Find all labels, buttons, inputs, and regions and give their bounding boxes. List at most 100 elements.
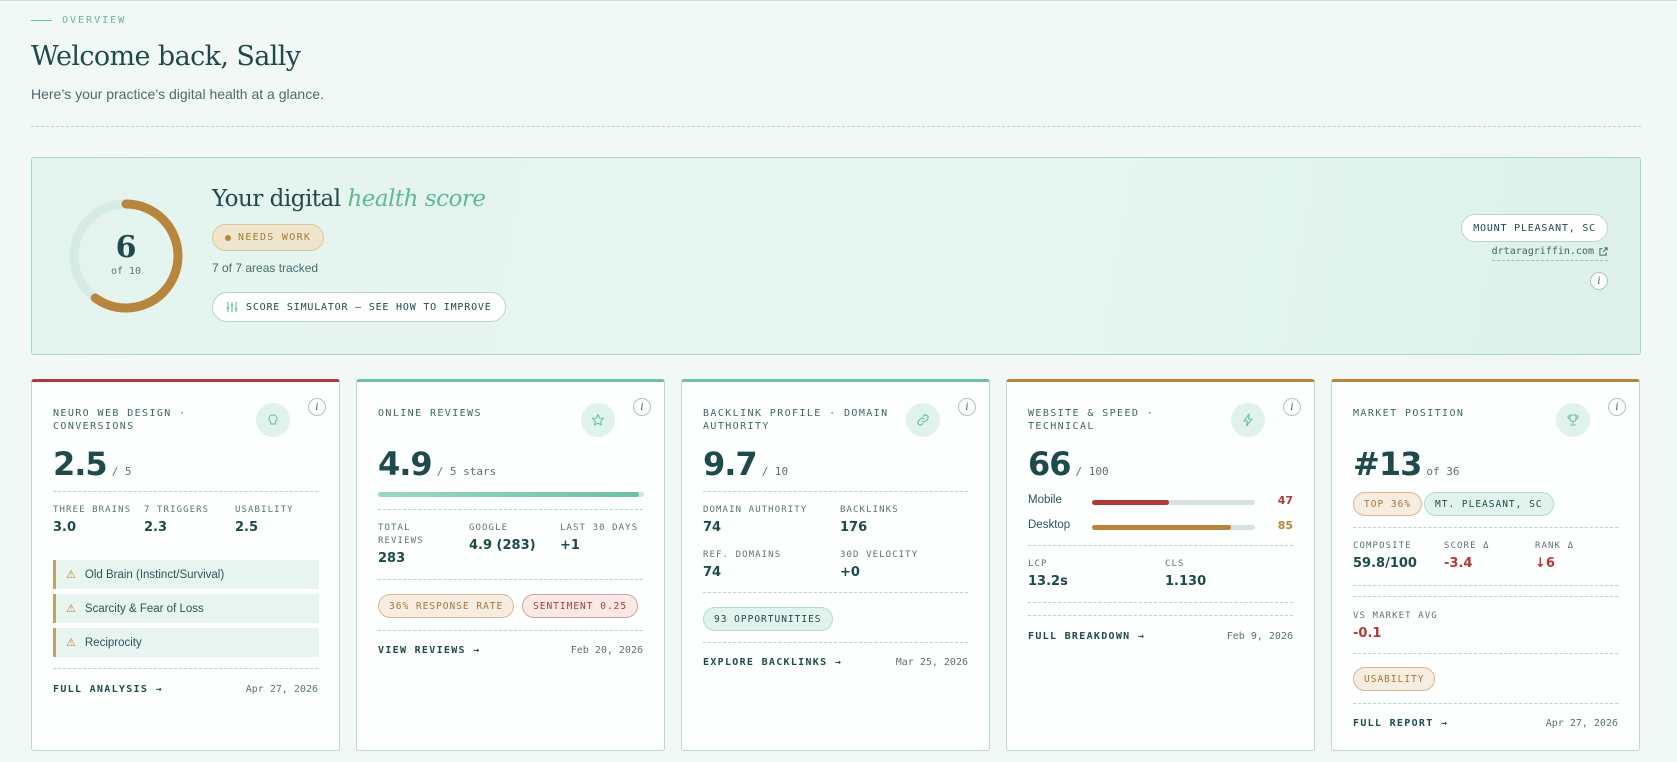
card-divider: [1028, 545, 1293, 546]
desktop-score-value: 85: [1277, 519, 1293, 532]
stat-lcp: LCP 13.2s: [1028, 558, 1068, 589]
mobile-label: Mobile: [1028, 494, 1062, 506]
card-info-icon[interactable]: i: [1608, 398, 1626, 416]
stat-value: +1: [560, 538, 580, 553]
card-divider: [703, 642, 968, 643]
page-subtitle: Here’s your practice’s digital health at…: [31, 86, 324, 102]
desktop-label: Desktop: [1028, 519, 1071, 531]
stat-value: 2.3: [144, 520, 168, 535]
usability-tag: USABILITY: [1353, 667, 1436, 691]
stat-google: GOOGLE 4.9 (283): [469, 522, 536, 553]
card-divider: [703, 491, 968, 492]
card-info-icon[interactable]: i: [308, 398, 326, 416]
view-reviews-link[interactable]: VIEW REVIEWS →: [378, 645, 481, 656]
card-score-value: 9.7: [703, 445, 758, 483]
mobile-score-value: 47: [1277, 494, 1293, 507]
stat-seven-triggers: 7 TRIGGERS 2.3: [144, 504, 209, 535]
card-score: #13 of 36: [1353, 445, 1459, 483]
stat-domain-authority: DOMAIN AUTHORITY 74: [703, 504, 807, 535]
stat-score-delta: SCORE Δ -3.4: [1444, 540, 1490, 571]
score-max: of 10: [110, 266, 142, 277]
stat-cls: CLS 1.130: [1165, 558, 1206, 589]
backlink-profile-card: BACKLINK PROFILE · DOMAIN AUTHORITY i 9.…: [681, 379, 990, 751]
stat-value: 4.9 (283): [469, 538, 536, 553]
status-badge: NEEDS WORK: [212, 224, 325, 251]
card-score: 4.9 / 5 stars: [378, 445, 496, 483]
card-divider: [53, 491, 318, 492]
card-date: Feb 9, 2026: [1226, 631, 1293, 642]
stat-label: CLS: [1165, 559, 1185, 569]
full-breakdown-link[interactable]: FULL BREAKDOWN →: [1028, 631, 1146, 642]
hero-info-icon[interactable]: i: [1590, 272, 1608, 290]
link-icon: [906, 403, 940, 437]
warning-icon: ⚠: [66, 637, 76, 649]
card-info-icon[interactable]: i: [958, 398, 976, 416]
explore-backlinks-link[interactable]: EXPLORE BACKLINKS →: [703, 657, 843, 668]
stat-value: 13.2s: [1028, 574, 1068, 589]
card-score-max: of 36: [1426, 465, 1460, 478]
overview-eyebrow: OVERVIEW: [31, 15, 126, 26]
stat-label: 7 TRIGGERS: [144, 505, 210, 515]
health-score-panel: 6 of 10 Your digital health score NEEDS …: [31, 157, 1641, 355]
stat-30d-velocity: 30D VELOCITY +0: [840, 549, 918, 580]
stat-label: THREE BRAINS: [53, 505, 132, 515]
card-date: Mar 25, 2026: [895, 657, 968, 668]
stat-label: GOOGLE: [469, 523, 509, 533]
page-title: Welcome back, Sally: [31, 41, 301, 72]
rating-bar: [378, 492, 644, 497]
trigger-item: ⚠ Old Brain (Instinct/Survival): [53, 560, 319, 589]
stat-label: LCP: [1028, 559, 1048, 569]
card-info-icon[interactable]: i: [1283, 398, 1301, 416]
health-score-title-accent: health score: [347, 186, 486, 212]
stat-value: 2.5: [235, 520, 259, 535]
score-ring-progress: [69, 199, 183, 313]
stat-total-reviews: TOTAL REVIEWS 283: [378, 522, 458, 566]
full-analysis-link[interactable]: FULL ANALYSIS →: [53, 684, 163, 695]
stat-value: 283: [378, 551, 406, 566]
card-title: MARKET POSITION: [1353, 408, 1465, 419]
card-divider: [378, 630, 643, 631]
stat-value: -0.1: [1353, 626, 1382, 641]
sliders-icon: [226, 302, 238, 312]
card-divider: [1353, 703, 1618, 704]
external-link-icon: [1599, 247, 1608, 256]
status-badge-label: NEEDS WORK: [238, 232, 312, 243]
eyebrow-label: OVERVIEW: [62, 15, 127, 26]
card-divider: [1353, 596, 1618, 597]
stat-label: COMPOSITE: [1353, 541, 1412, 551]
trophy-icon: [1556, 403, 1590, 437]
stat-label: LAST 30 DAYS: [560, 523, 639, 533]
card-score: 66 / 100: [1028, 445, 1109, 483]
card-score-value: #13: [1353, 445, 1422, 483]
score-simulator-button[interactable]: SCORE SIMULATOR — SEE HOW TO IMPROVE: [212, 292, 506, 322]
website-link-label: drtaragriffin.com: [1491, 246, 1594, 257]
online-reviews-card: ONLINE REVIEWS i 4.9 / 5 stars TOTAL REV…: [356, 379, 665, 751]
card-score-max: / 5 stars: [436, 465, 497, 478]
card-divider: [378, 579, 643, 580]
stat-label: VS MARKET AVG: [1353, 611, 1438, 621]
card-divider: [378, 509, 643, 510]
trigger-item: ⚠ Scarcity & Fear of Loss: [53, 594, 319, 623]
stat-rank-delta: RANK Δ ↓6: [1535, 540, 1574, 571]
website-speed-card: WEBSITE & SPEED · TECHNICAL i 66 / 100 M…: [1006, 379, 1315, 751]
trigger-label: Old Brain (Instinct/Survival): [84, 568, 225, 581]
mobile-score-bar: [1092, 500, 1255, 505]
card-date: Apr 27, 2026: [245, 684, 318, 695]
card-divider: [1353, 527, 1618, 528]
stat-value: 176: [840, 520, 868, 535]
stat-value: 1.130: [1165, 574, 1207, 589]
market-location-badge: MT. PLEASANT, SC: [1424, 492, 1554, 516]
warning-icon: ⚠: [66, 569, 76, 581]
mobile-score-bar-fill: [1092, 500, 1169, 505]
full-report-link[interactable]: FULL REPORT →: [1353, 718, 1449, 729]
card-info-icon[interactable]: i: [633, 398, 651, 416]
stat-label: RANK Δ: [1535, 541, 1575, 551]
stat-composite: COMPOSITE 59.8/100: [1353, 540, 1417, 571]
health-score-title-plain: Your digital: [212, 186, 341, 212]
website-link[interactable]: drtaragriffin.com: [1491, 246, 1608, 261]
card-score-value: 2.5: [53, 445, 108, 483]
stat-value: 59.8/100: [1353, 556, 1417, 571]
eyebrow-line: [31, 20, 52, 21]
stat-label: USABILITY: [235, 505, 294, 515]
stat-backlinks: BACKLINKS 176: [840, 504, 899, 535]
